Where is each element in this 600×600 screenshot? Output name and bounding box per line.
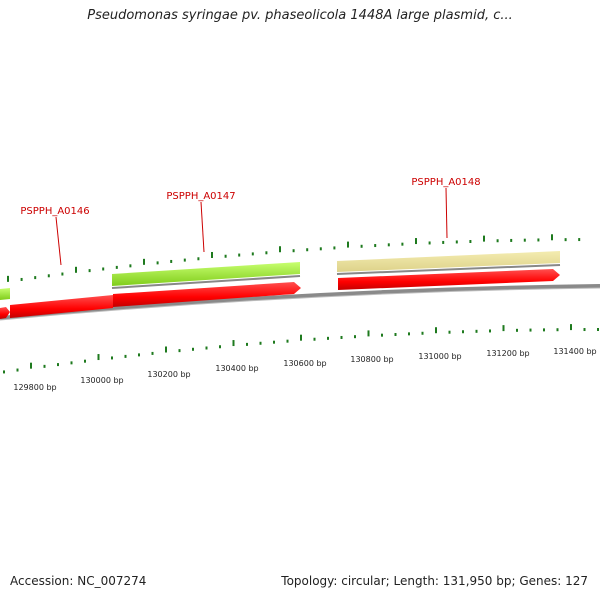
ruler-label: 131000 bp — [418, 352, 461, 361]
gene-labels: PSPPH_A0146 PSPPH_A0147 PSPPH_A0148 — [20, 177, 481, 266]
cds-feature-partial[interactable] — [0, 307, 10, 319]
gene-label-a0148[interactable]: PSPPH_A0148 — [411, 177, 480, 188]
gene-label-a0147[interactable]: PSPPH_A0147 — [166, 191, 235, 202]
cds-track — [0, 269, 560, 319]
ruler-label: 130000 bp — [80, 376, 123, 385]
ruler-label: 131200 bp — [486, 349, 529, 358]
cds-feature-a0148[interactable] — [338, 269, 560, 290]
ruler-label: 131400 bp — [553, 347, 596, 356]
cds-feature-a0147[interactable] — [113, 282, 301, 307]
gene-feature-a0147[interactable] — [112, 262, 300, 286]
summary-text: Topology: circular; Length: 131,950 bp; … — [281, 574, 588, 588]
accession-text: Accession: NC_007274 — [10, 574, 147, 588]
ruler-label: 129800 bp — [13, 383, 56, 392]
map-title: Pseudomonas syringae pv. phaseolicola 14… — [87, 8, 513, 23]
ruler-label: 130800 bp — [350, 355, 393, 364]
ruler-label: 130200 bp — [147, 370, 190, 379]
ruler-label: 130400 bp — [215, 364, 258, 373]
cds-feature-a0146[interactable] — [10, 295, 113, 318]
gene-feature-a0148[interactable] — [337, 251, 560, 272]
gene-feature-partial[interactable] — [0, 288, 10, 300]
lower-tick-row — [3, 324, 599, 374]
upper-tick-row — [7, 234, 581, 282]
gene-label-a0146[interactable]: PSPPH_A0146 — [20, 206, 89, 217]
ruler-labels: 129800 bp 130000 bp 130200 bp 130400 bp … — [13, 347, 596, 392]
ruler-label: 130600 bp — [283, 359, 326, 368]
gene-track — [0, 251, 561, 300]
